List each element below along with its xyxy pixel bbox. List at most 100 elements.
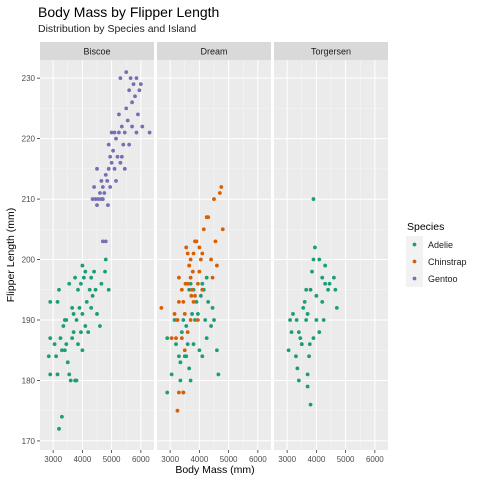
data-point-adelie [187,366,192,371]
data-point-chinstrap [198,257,203,262]
legend-key-gentoo [412,276,417,281]
data-point-adelie [57,287,61,292]
y-tick-label: 180 [22,376,36,385]
data-point-chinstrap [191,251,196,256]
data-point-chinstrap [217,191,222,195]
y-tick-label: 210 [22,195,36,204]
data-point-adelie [106,287,111,292]
data-point-gentoo [108,154,113,159]
data-point-adelie [204,275,209,280]
data-point-chinstrap [181,390,186,395]
data-point-chinstrap [193,293,197,298]
data-point-gentoo [95,166,99,171]
data-point-adelie [311,197,316,201]
data-point-gentoo [118,160,123,165]
data-point-adelie [320,275,325,280]
y-tick-label: 200 [22,256,36,265]
data-point-gentoo [117,130,121,135]
data-point-adelie [305,312,310,316]
data-point-gentoo [102,191,107,195]
data-point-adelie [307,354,311,359]
data-point-adelie [76,287,80,292]
data-point-gentoo [118,76,123,81]
data-point-gentoo [122,130,127,135]
data-point-adelie [76,342,80,347]
data-point-adelie [178,360,183,365]
data-point-adelie [203,318,208,322]
facet-strip-label: Biscoe [83,47,110,57]
data-point-adelie [317,330,322,334]
data-point-adelie [305,384,310,389]
x-axis-title: Body Mass (mm) [175,464,254,476]
facet-strip [40,42,154,60]
data-point-adelie [61,324,66,328]
data-point-chinstrap [204,215,209,220]
data-point-adelie [64,318,69,322]
data-point-chinstrap [190,269,195,274]
y-tick-label: 190 [22,316,36,325]
data-point-chinstrap [174,336,178,341]
facet-strip-label: Torgersen [311,47,351,57]
legend-label: Chinstrap [428,257,467,267]
data-point-gentoo [119,154,124,159]
data-point-adelie [89,275,94,280]
data-point-adelie [320,299,325,304]
data-point-gentoo [98,191,102,195]
data-point-gentoo [147,130,152,135]
data-point-adelie [193,318,197,322]
data-point-adelie [48,299,53,304]
data-point-adelie [55,299,60,304]
data-point-gentoo [138,82,143,87]
data-point-adelie [196,312,200,316]
data-point-adelie [185,342,190,347]
data-point-gentoo [96,197,101,201]
data-point-chinstrap [201,227,206,232]
data-point-adelie [332,275,336,280]
data-point-adelie [172,318,177,322]
data-point-adelie [83,269,88,274]
data-point-adelie [99,281,104,286]
y-tick-label: 170 [22,437,36,446]
data-point-adelie [298,336,303,341]
data-point-adelie [177,354,181,359]
data-point-gentoo [103,239,108,244]
data-point-gentoo [137,88,142,93]
chart-subtitle: Distribution by Species and Island [38,23,197,35]
data-point-adelie [181,318,186,322]
data-point-adelie [74,378,79,383]
data-point-chinstrap [175,408,180,413]
data-point-adelie [215,348,219,353]
x-tick-label: 4000 [307,455,325,464]
data-point-gentoo [112,130,117,135]
y-axis-title: Flipper Length (mm) [5,208,17,303]
data-point-adelie [79,330,83,334]
data-point-adelie [46,354,51,359]
data-point-adelie [80,312,85,316]
data-point-gentoo [130,124,134,129]
data-point-gentoo [130,100,134,105]
data-point-chinstrap [185,251,190,256]
data-point-chinstrap [200,287,205,292]
data-point-adelie [64,342,69,347]
data-point-adelie [296,378,301,383]
x-tick-label: 6000 [249,455,267,464]
data-point-gentoo [114,136,118,141]
data-point-gentoo [117,112,121,117]
x-tick-label: 4000 [73,455,91,464]
data-point-adelie [321,318,326,322]
data-point-gentoo [131,82,136,87]
data-point-adelie [305,372,310,377]
data-point-adelie [210,306,215,310]
data-point-adelie [307,342,312,347]
data-point-adelie [308,287,313,292]
data-point-adelie [200,281,205,286]
data-point-adelie [209,324,213,328]
data-point-adelie [92,269,96,274]
data-point-gentoo [90,197,95,201]
legend-title: Species [407,221,444,233]
data-point-adelie [206,299,211,304]
data-point-chinstrap [200,251,205,256]
x-tick-label: 6000 [366,455,384,464]
x-tick-label: 3000 [44,455,62,464]
data-point-adelie [291,312,295,316]
